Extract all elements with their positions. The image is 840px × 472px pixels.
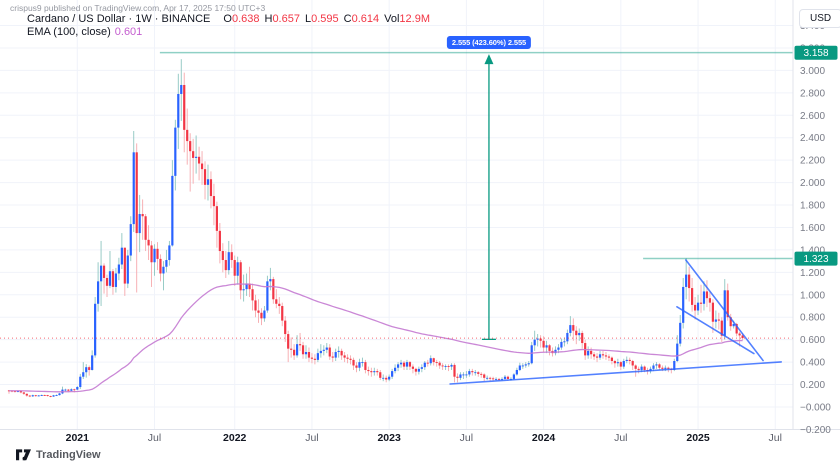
open-value: 0.638 [231, 13, 260, 25]
svg-text:2024: 2024 [532, 432, 556, 444]
open-label: O [223, 13, 232, 25]
svg-text:1.600: 1.600 [800, 223, 825, 234]
svg-text:Jul: Jul [769, 432, 782, 444]
ema-line [8, 283, 743, 393]
svg-text:0.600: 0.600 [800, 335, 825, 346]
volume-value: 12.9M [399, 13, 430, 25]
low-label: L [304, 13, 312, 25]
volume-label: Vol [384, 13, 400, 25]
svg-text:3.000: 3.000 [800, 66, 825, 77]
svg-text:Jul: Jul [305, 432, 318, 444]
svg-text:0.200: 0.200 [800, 380, 825, 391]
svg-text:Jul: Jul [614, 432, 627, 444]
axis-borders [0, 0, 840, 430]
svg-text:2025: 2025 [686, 432, 710, 444]
publish-watermark: crispus9 published on TradingView.com, A… [10, 3, 266, 13]
svg-text:−0.000: −0.000 [800, 403, 831, 414]
svg-text:2.800: 2.800 [800, 88, 825, 99]
symbol-title: Cardano / US Dollar · 1W · BINANCE [27, 13, 211, 25]
wedge-upper [685, 259, 764, 362]
svg-text:2.200: 2.200 [800, 156, 825, 167]
high-value: 0.657 [272, 13, 300, 25]
price-level-badges: 3.158 1.323 [794, 45, 838, 266]
svg-text:2.000: 2.000 [800, 178, 825, 189]
indicator-value: 0.601 [114, 26, 143, 38]
time-axis[interactable]: 2021 Jul 2022 Jul 2023 Jul 2024 Jul 2025 Jul [66, 432, 782, 444]
svg-text:2022: 2022 [223, 432, 247, 444]
price-range-arrow[interactable] [481, 54, 496, 340]
indicator-name: EMA (100, close) [27, 26, 111, 38]
price-axis[interactable]: 3.4003.2003.0002.8002.6002.4002.2002.000… [800, 21, 831, 436]
svg-text:2023: 2023 [377, 432, 401, 444]
ascending-support [449, 361, 783, 385]
symbol-legend: Cardano / US Dollar · 1W · BINANCE O0.638… [27, 13, 430, 39]
horizontal-level-lines[interactable] [159, 51, 793, 260]
currency-toggle-button[interactable]: USD [799, 9, 840, 28]
svg-text:2.400: 2.400 [800, 133, 825, 144]
close-label: C [343, 13, 352, 25]
tradingview-logo-icon [16, 449, 31, 461]
svg-text:1.800: 1.800 [800, 201, 825, 212]
trend-lines[interactable] [449, 259, 783, 385]
svg-text:2021: 2021 [66, 432, 90, 444]
svg-text:1.000: 1.000 [800, 290, 825, 301]
high-label: H [264, 13, 273, 25]
svg-text:0.800: 0.800 [800, 313, 825, 324]
svg-text:1.400: 1.400 [800, 245, 825, 256]
wedge-lower [676, 306, 755, 355]
svg-text:2.600: 2.600 [800, 111, 825, 122]
close-value: 0.614 [351, 13, 380, 25]
svg-text:0.400: 0.400 [800, 358, 825, 369]
low-value: 0.595 [311, 13, 339, 25]
svg-text:3.158: 3.158 [803, 48, 828, 59]
symbol-legend-row-main[interactable]: Cardano / US Dollar · 1W · BINANCE O0.638… [27, 13, 430, 26]
tradingview-attribution-text: TradingView [36, 449, 101, 461]
price-range-label[interactable]: 2.555 (423.60%) 2.555 [446, 36, 532, 49]
svg-text:1.200: 1.200 [800, 268, 825, 279]
svg-text:Jul: Jul [460, 432, 473, 444]
svg-text:1.323: 1.323 [803, 254, 828, 265]
tradingview-attribution[interactable]: TradingView [16, 449, 101, 461]
candlestick-series [7, 59, 744, 398]
svg-text:Jul: Jul [148, 432, 161, 444]
indicator-legend-row[interactable]: EMA (100, close) 0.601 [27, 26, 430, 39]
svg-text:−0.200: −0.200 [800, 425, 831, 436]
